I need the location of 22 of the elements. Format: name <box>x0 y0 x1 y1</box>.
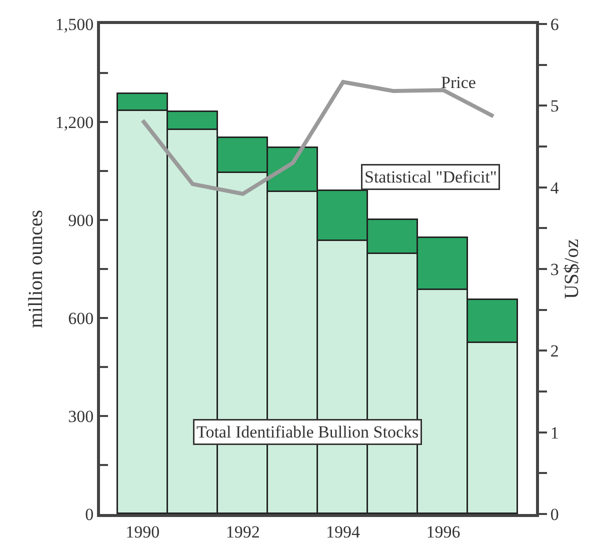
y-tick-label: 0 <box>85 504 94 524</box>
x-tick-label: 1994 <box>326 522 361 542</box>
series-label: Price <box>441 73 476 92</box>
y-tick-label: 900 <box>68 210 94 230</box>
y2-tick-label: 1 <box>550 423 559 442</box>
y2-axis-title: US$/oz <box>560 238 583 299</box>
x-tick-label: 1996 <box>426 522 460 542</box>
y2-tick-label: 6 <box>550 14 559 34</box>
y-axis-title: million ounces <box>24 210 47 328</box>
y-tick-label: 300 <box>68 406 94 426</box>
y2-tick-label: 4 <box>550 178 560 198</box>
y-tick-label: 600 <box>68 308 94 328</box>
y-tick-label: 1,200 <box>55 112 94 132</box>
x-tick-label: 1992 <box>226 522 260 542</box>
x-tick-label: 1990 <box>126 522 160 542</box>
y-tick-label: 1,500 <box>55 14 94 34</box>
series-label: Total Identifiable Bullion Stocks <box>196 422 419 442</box>
y2-tick-label: 5 <box>550 96 559 116</box>
y2-tick-label: 3 <box>550 260 559 279</box>
y2-tick-label: 0 <box>550 504 559 524</box>
series-label: Statistical "Deficit" <box>364 168 497 186</box>
y2-tick-label: 2 <box>550 342 559 361</box>
